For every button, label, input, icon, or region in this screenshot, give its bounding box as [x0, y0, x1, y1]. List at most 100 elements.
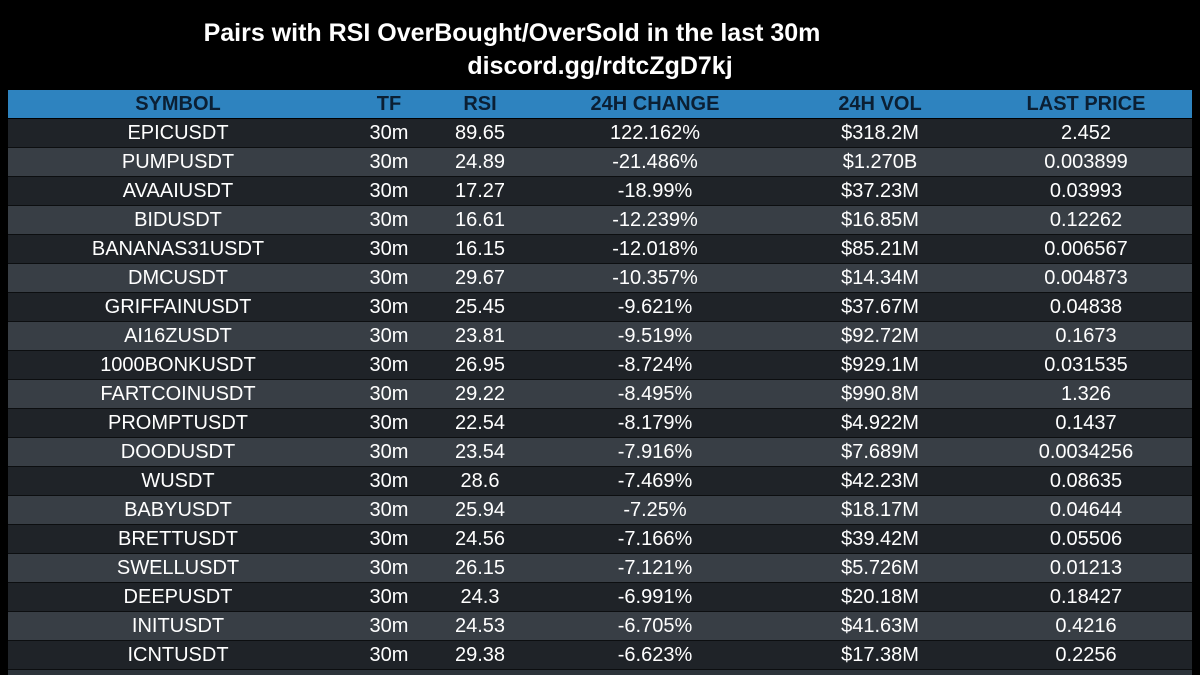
- volume-cell: $990.8M: [780, 379, 980, 409]
- volume-cell: $41.63M: [780, 611, 980, 641]
- volume-cell: $37.23M: [780, 176, 980, 206]
- change-cell: -8.495%: [530, 379, 780, 409]
- table-row: PUMPUSDT 30m 24.89 -21.486% $1.270B 0.003899: [8, 147, 1192, 177]
- rsi-cell: 24.56: [430, 524, 530, 554]
- volume-cell: $17.38M: [780, 640, 980, 670]
- rsi-cell: 23.54: [430, 437, 530, 467]
- change-cell: -6.705%: [530, 611, 780, 641]
- column-header-symbol: SYMBOL: [8, 90, 348, 119]
- price-cell: 0.05506: [980, 524, 1192, 554]
- table-row: INITUSDT 30m 24.53 -6.705% $41.63M 0.4216: [8, 611, 1192, 641]
- change-cell: -12.239%: [530, 205, 780, 235]
- tf-cell: 30m: [348, 524, 430, 554]
- symbol-cell: DEEPUSDT: [8, 582, 348, 612]
- table-row: AVAAIUSDT 30m 17.27 -18.99% $37.23M 0.03993: [8, 176, 1192, 206]
- tf-cell: 30m: [348, 263, 430, 293]
- price-cell: 0.04838: [980, 292, 1192, 322]
- volume-cell: $16.85M: [780, 205, 980, 235]
- volume-cell: $18.17M: [780, 495, 980, 525]
- price-cell: 0.04644: [980, 495, 1192, 525]
- symbol-cell: FARTCOINUSDT: [8, 379, 348, 409]
- table-row: DEEPUSDT 30m 24.3 -6.991% $20.18M 0.18427: [8, 582, 1192, 612]
- table-row: SWELLUSDT 30m 26.15 -7.121% $5.726M 0.01213: [8, 553, 1192, 583]
- change-cell: -6.991%: [530, 582, 780, 612]
- tf-cell: 30m: [348, 437, 430, 467]
- table-row: BANANAS31USDT 30m 16.15 -12.018% $85.21M 0.00…: [8, 234, 1192, 264]
- price-cell: 0.01213: [980, 553, 1192, 583]
- change-cell: -9.519%: [530, 321, 780, 351]
- symbol-cell: BABYUSDT: [8, 495, 348, 525]
- discord-link[interactable]: discord.gg/rdtcZgD7kj: [467, 52, 733, 80]
- change-cell: -8.179%: [530, 408, 780, 438]
- volume-cell: $14.34M: [780, 263, 980, 293]
- volume-cell: $37.67M: [780, 292, 980, 322]
- change-cell: -18.99%: [530, 176, 780, 206]
- column-header-tf: TF: [348, 90, 430, 119]
- change-cell: -12.018%: [530, 234, 780, 264]
- price-cell: 0.08635: [980, 466, 1192, 496]
- symbol-cell: GRIFFAINUSDT: [8, 292, 348, 322]
- tf-cell: 30m: [348, 582, 430, 612]
- tf-cell: 30m: [348, 408, 430, 438]
- tf-cell: 30m: [348, 640, 430, 670]
- price-cell: 0.12262: [980, 205, 1192, 235]
- tf-cell: 30m: [348, 611, 430, 641]
- price-cell: 0.18427: [980, 582, 1192, 612]
- symbol-cell: PROMPTUSDT: [8, 408, 348, 438]
- column-header-24h-vol: 24H VOL: [780, 90, 980, 119]
- table-row: BRETTUSDT 30m 24.56 -7.166% $39.42M 0.05506: [8, 524, 1192, 554]
- rsi-cell: 23.81: [430, 321, 530, 351]
- rsi-cell: 22.54: [430, 408, 530, 438]
- tf-cell: 30m: [348, 234, 430, 264]
- change-cell: -8.724%: [530, 350, 780, 380]
- symbol-cell: DMCUSDT: [8, 263, 348, 293]
- table-row: BIDUSDT 30m 16.61 -12.239% $16.85M 0.12262: [8, 205, 1192, 235]
- price-cell: 0.031535: [980, 350, 1192, 380]
- rsi-cell: 26.15: [430, 553, 530, 583]
- table-row: FARTCOINUSDT 30m 29.22 -8.495% $990.8M 1.326: [8, 379, 1192, 409]
- symbol-cell: AI16ZUSDT: [8, 321, 348, 351]
- rsi-table: SYMBOL TF RSI 24H CHANGE 24H VOL LAST PR…: [8, 90, 1192, 675]
- table-body: EPICUSDT 30m 89.65 122.162% $318.2M 2.452 PUMP…: [8, 118, 1192, 670]
- column-header-24h-change: 24H CHANGE: [530, 90, 780, 119]
- tf-cell: 30m: [348, 147, 430, 177]
- price-cell: 0.2256: [980, 640, 1192, 670]
- volume-cell: $1.270B: [780, 147, 980, 177]
- price-cell: 0.1673: [980, 321, 1192, 351]
- change-cell: -21.486%: [530, 147, 780, 177]
- symbol-cell: SWELLUSDT: [8, 553, 348, 583]
- rsi-cell: 26.95: [430, 350, 530, 380]
- rsi-cell: 29.38: [430, 640, 530, 670]
- rsi-cell: 24.53: [430, 611, 530, 641]
- change-cell: -7.469%: [530, 466, 780, 496]
- volume-cell: $92.72M: [780, 321, 980, 351]
- tf-cell: 30m: [348, 205, 430, 235]
- column-header-rsi: RSI: [430, 90, 530, 119]
- rsi-cell: 16.61: [430, 205, 530, 235]
- price-cell: 0.003899: [980, 147, 1192, 177]
- symbol-cell: BRETTUSDT: [8, 524, 348, 554]
- price-cell: 1.326: [980, 379, 1192, 409]
- volume-cell: $39.42M: [780, 524, 980, 554]
- page-title: Pairs with RSI OverBought/OverSold in th…: [203, 19, 821, 47]
- column-header-last-price: LAST PRICE: [980, 90, 1192, 119]
- change-cell: 122.162%: [530, 118, 780, 148]
- table-row: PROMPTUSDT 30m 22.54 -8.179% $4.922M 0.1437: [8, 408, 1192, 438]
- price-cell: 0.004873: [980, 263, 1192, 293]
- price-cell: 0.1437: [980, 408, 1192, 438]
- symbol-cell: PUMPUSDT: [8, 147, 348, 177]
- rsi-cell: 29.67: [430, 263, 530, 293]
- rsi-cell: 25.94: [430, 495, 530, 525]
- tf-cell: 30m: [348, 350, 430, 380]
- tf-cell: 30m: [348, 321, 430, 351]
- symbol-cell: EPICUSDT: [8, 118, 348, 148]
- volume-cell: $85.21M: [780, 234, 980, 264]
- rsi-cell: 25.45: [430, 292, 530, 322]
- rsi-cell: 89.65: [430, 118, 530, 148]
- rsi-cell: 28.6: [430, 466, 530, 496]
- change-cell: -7.166%: [530, 524, 780, 554]
- rsi-cell: 24.3: [430, 582, 530, 612]
- rsi-cell: 17.27: [430, 176, 530, 206]
- symbol-cell: WUSDT: [8, 466, 348, 496]
- symbol-cell: DOODUSDT: [8, 437, 348, 467]
